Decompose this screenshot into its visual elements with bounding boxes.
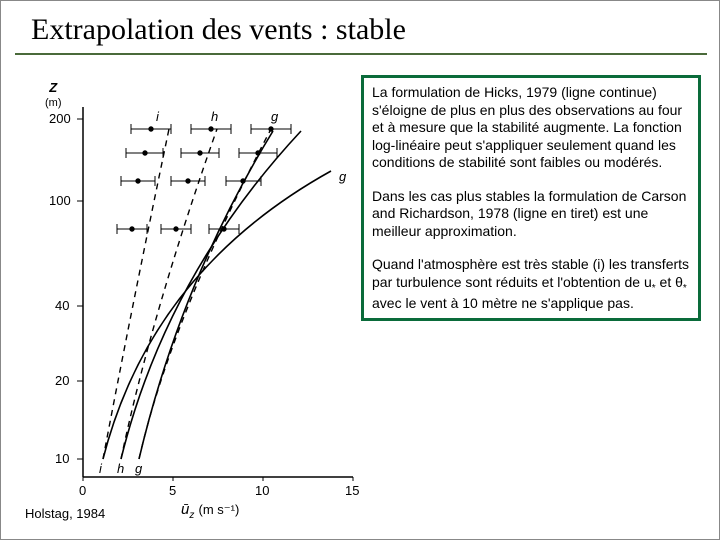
xtick-0: 0 (79, 483, 86, 498)
title-rule (15, 53, 707, 55)
y-axis-unit: (m) (45, 97, 62, 109)
y-axis-symbol: Z (49, 80, 57, 95)
wind-profile-chart: Z (m) 200 100 40 20 10 i h g g i h g (21, 81, 361, 481)
chart-svg (21, 81, 361, 481)
curve-label-i-top: i (156, 109, 159, 124)
xtick-10: 10 (255, 483, 269, 498)
y-axis-label: Z (m) (45, 81, 62, 110)
curve-label-h-top: h (211, 109, 218, 124)
ytick-20: 20 (55, 373, 69, 388)
thetastar-sub: * (683, 282, 687, 293)
ytick-40: 40 (55, 298, 69, 313)
paragraph-stable: Quand l'atmosphère est très stable (i) l… (372, 256, 690, 312)
curve-label-g-right: g (339, 169, 346, 184)
xtick-15: 15 (345, 483, 359, 498)
page-title: Extrapolation des vents : stable (31, 13, 406, 47)
citation: Holstag, 1984 (25, 506, 105, 521)
curve-label-g-bot: g (135, 461, 142, 476)
ytick-10: 10 (55, 451, 69, 466)
p3-mid: et (656, 274, 675, 290)
p3-prefix: Quand l'atmosphère est très stable (i) l… (372, 256, 689, 290)
curve-label-g-top: g (271, 109, 278, 124)
paragraph-carson: Dans les cas plus stables la formulation… (372, 188, 690, 241)
x-axis-unit: (m s⁻¹) (199, 502, 240, 517)
x-axis-sub: z (189, 510, 194, 521)
description-panel: La formulation de Hicks, 1979 (ligne con… (361, 75, 701, 321)
p3-suffix: avec le vent à 10 mètre ne s'applique pa… (372, 295, 634, 311)
curve-label-h-bot: h (117, 461, 124, 476)
ytick-100: 100 (49, 193, 71, 208)
slide: Extrapolation des vents : stable (0, 0, 720, 540)
paragraph-hicks: La formulation de Hicks, 1979 (ligne con… (372, 84, 690, 172)
theta-symbol: θ (675, 274, 683, 290)
curve-label-i-bot: i (99, 461, 102, 476)
xtick-5: 5 (169, 483, 176, 498)
x-axis-label: ūz (m s⁻¹) (181, 501, 239, 521)
ytick-200: 200 (49, 111, 71, 126)
